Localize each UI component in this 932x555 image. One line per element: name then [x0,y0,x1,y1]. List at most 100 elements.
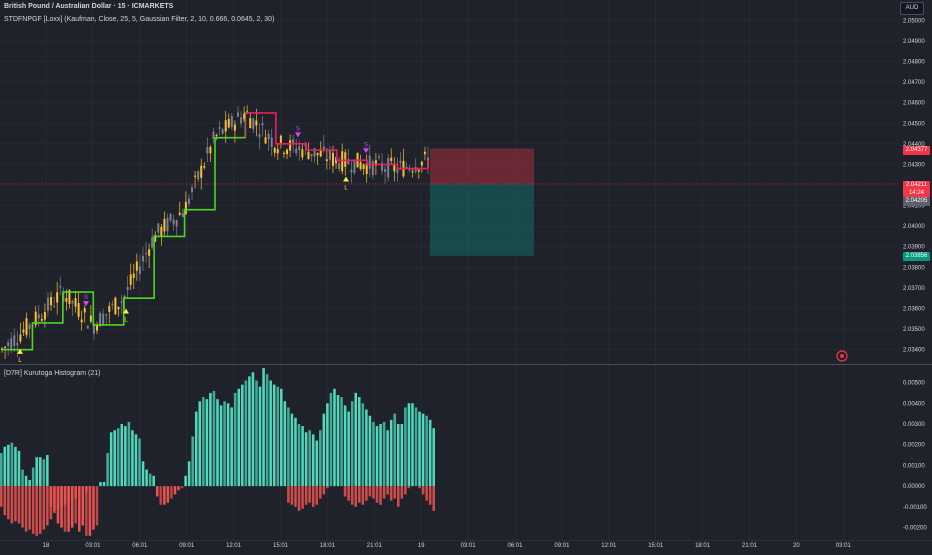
histogram-bar [237,389,240,486]
hist-tick-label: 0.00000 [903,484,925,490]
histogram-bar [415,407,418,486]
histogram-bar [269,381,272,487]
candle-body [320,151,322,157]
histogram-bar [234,393,237,486]
candle-body [231,116,233,127]
histogram-bar [138,439,141,487]
short-signal-label: S [84,295,88,301]
histogram-bar [199,401,202,486]
candle-body [26,318,28,335]
histogram-bar [365,410,368,487]
histogram-bar [241,385,244,487]
candle-body [160,227,162,237]
candle-body [274,148,276,153]
candle-body [44,312,46,320]
histogram-bar-negative [432,486,435,511]
histogram-bar [369,416,372,486]
histogram-bar [0,453,3,486]
histogram-bar [213,391,216,486]
candle-body [271,138,273,147]
time-label: 18 [43,543,50,549]
candle-body [108,306,110,312]
candle-body [194,176,196,177]
price-tick-label: 2.03900 [903,245,925,251]
histogram-bar [333,389,336,486]
candle-body [222,129,224,134]
histogram-bar [376,426,379,486]
candle-body [252,118,254,129]
histogram-bar [418,412,421,487]
histogram-bar [422,414,425,487]
candle-body [84,308,86,312]
histogram-bar [202,397,205,486]
histogram-bar-negative [18,486,21,523]
histogram-bar [142,461,145,486]
histogram-bar [379,424,382,486]
histogram-bar-negative [25,486,28,532]
chart-title[interactable]: British Pound / Australian Dollar · 15 ·… [4,3,173,10]
candle-body [350,170,352,172]
candle-body [102,314,104,325]
candle-body [384,169,386,172]
histogram-bar [432,428,435,486]
histogram-legend[interactable]: [D7R] Kurutoga Histogram (21) [4,370,100,377]
candle-body [4,347,6,348]
candle-body [191,187,193,192]
histogram-bar-negative [386,486,389,494]
candle-body [399,161,401,163]
histogram-bar [408,403,411,486]
time-label: 21:01 [742,543,758,549]
candle-body [127,287,129,290]
histogram-bar [301,426,304,486]
histogram-bar [85,486,88,536]
candle-body [421,162,423,166]
histogram-bar-negative [376,486,379,503]
candle-body [258,134,260,137]
price-tick-label: 2.04300 [903,162,925,168]
stop-zone [430,149,534,184]
histogram-bar [35,457,38,486]
candle-body [81,320,83,323]
candle-body [262,123,264,125]
currency-button[interactable]: AUD [900,2,924,15]
stop-price-tag: 2.04377 [903,146,930,155]
hist-tick-label: 0.00500 [903,381,925,387]
candle-body [360,162,362,169]
time-label: 03:01 [836,543,852,549]
candle-body [173,220,175,225]
histogram-bar-negative [418,486,421,488]
histogram-bar-negative [60,486,63,507]
candle-body [10,338,12,350]
candle-body [197,171,199,179]
histogram-bar-negative [67,486,70,503]
histogram-bar [188,461,191,486]
histogram-bar [393,414,396,487]
histogram-bar [7,445,10,486]
histogram-bar-negative [347,486,350,501]
price-tick-label: 2.04700 [903,80,925,86]
histogram-bar-negative [291,486,294,505]
histogram-bar-negative [326,486,329,488]
candle-body [179,213,181,215]
hist-tick-label: 0.00300 [903,422,925,428]
candle-body [249,118,251,128]
histogram-bar [18,451,21,486]
histogram-bar [167,486,170,503]
histogram-bar-negative [393,486,396,498]
histogram-bar [206,399,209,486]
histogram-bar [14,447,17,486]
candle-body [255,121,257,126]
histogram-bar [315,441,318,487]
hist-tick-label: -0.00200 [903,526,927,532]
candle-body [277,149,279,153]
indicator-legend[interactable]: STDFNPGF [Loxx] (Kaufman, Close, 25, 5, … [4,16,274,23]
candle-body [317,153,319,155]
hist-tick-label: 0.00400 [903,401,925,407]
histogram-bar-negative [315,486,318,505]
candle-body [121,301,123,302]
candle-body [114,298,116,315]
histogram-bar-negative [369,486,372,496]
histogram-bar [397,424,400,486]
